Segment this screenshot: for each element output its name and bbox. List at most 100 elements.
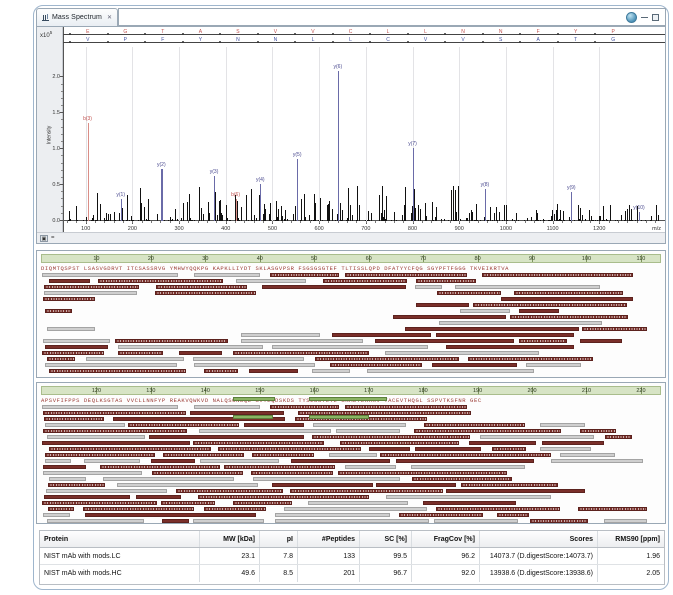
peptide-bar[interactable] bbox=[240, 333, 321, 337]
peptide-bar[interactable] bbox=[459, 309, 510, 313]
peptide-bar[interactable] bbox=[367, 369, 535, 373]
peptide-bar[interactable] bbox=[550, 459, 644, 463]
peptide-bar[interactable] bbox=[193, 441, 324, 445]
peptide-bar[interactable] bbox=[605, 435, 633, 439]
peptide-bar[interactable] bbox=[44, 345, 109, 349]
peptide-bar[interactable] bbox=[154, 291, 256, 295]
peptide-bar[interactable] bbox=[274, 513, 391, 517]
peptide-bar[interactable] bbox=[248, 369, 298, 373]
annotated-peak[interactable] bbox=[337, 70, 339, 221]
annotated-peak[interactable] bbox=[235, 199, 237, 221]
column-header-peptides[interactable]: #Peptides bbox=[298, 531, 360, 547]
peptide-bar[interactable] bbox=[514, 291, 624, 295]
peptide-bar[interactable] bbox=[525, 363, 582, 367]
annotated-peak[interactable] bbox=[161, 169, 163, 221]
column-header-scores[interactable]: Scores bbox=[480, 531, 598, 547]
peptide-bar[interactable] bbox=[414, 285, 443, 289]
peptide-bar[interactable] bbox=[194, 273, 261, 277]
peptide-bar[interactable] bbox=[43, 429, 188, 433]
column-header-rms90[interactable]: RMS90 [ppm] bbox=[615, 535, 660, 543]
peptide-bar[interactable] bbox=[312, 423, 406, 427]
peptide-bar[interactable] bbox=[482, 273, 634, 277]
peptide-bar[interactable] bbox=[308, 501, 409, 505]
peptide-bar[interactable] bbox=[42, 411, 186, 415]
peptide-bar[interactable] bbox=[454, 285, 601, 289]
peptide-bar[interactable] bbox=[322, 279, 408, 283]
peptide-bar[interactable] bbox=[43, 417, 105, 421]
peptide-bar[interactable] bbox=[330, 363, 422, 367]
peptide-bar[interactable] bbox=[446, 489, 586, 493]
peptide-bar[interactable] bbox=[194, 405, 261, 409]
peptide-bar[interactable] bbox=[42, 273, 178, 277]
column-header-sc[interactable]: SC [%] bbox=[360, 531, 412, 547]
peptide-bar[interactable] bbox=[43, 339, 110, 343]
peptide-bar[interactable] bbox=[581, 327, 647, 331]
peptide-bar[interactable] bbox=[44, 423, 125, 427]
modification-marker[interactable] bbox=[233, 415, 273, 419]
peptide-bar[interactable] bbox=[472, 303, 628, 307]
peptide-bar[interactable] bbox=[385, 495, 551, 499]
peptide-bar[interactable] bbox=[43, 297, 95, 301]
peptide-bar[interactable] bbox=[44, 285, 140, 289]
peptide-bar[interactable] bbox=[270, 273, 339, 277]
pin-icon[interactable] bbox=[626, 11, 637, 23]
sequence-coverage-panel-light-chain[interactable]: 10 20 30 40 50 60 70 80 90 100 110 DIQMTQSPST LSAS… bbox=[36, 250, 666, 378]
annotated-peak[interactable] bbox=[260, 183, 262, 221]
minimize-icon[interactable] bbox=[641, 14, 648, 21]
peptide-bar[interactable] bbox=[291, 459, 390, 463]
peptide-bar[interactable] bbox=[436, 291, 501, 295]
peptide-bar[interactable] bbox=[46, 519, 145, 523]
peptide-bar[interactable] bbox=[193, 519, 264, 523]
peptide-bar[interactable] bbox=[44, 495, 131, 499]
peptide-bar[interactable] bbox=[162, 519, 189, 523]
annotated-peak[interactable] bbox=[87, 123, 89, 221]
peptide-bar[interactable] bbox=[314, 357, 459, 361]
peptide-bar[interactable] bbox=[398, 513, 483, 517]
annotated-peak[interactable] bbox=[638, 212, 641, 221]
peptide-bar[interactable] bbox=[155, 285, 247, 289]
peptide-bar[interactable] bbox=[82, 507, 195, 511]
peptide-bar[interactable] bbox=[328, 453, 377, 457]
peptide-bar[interactable] bbox=[339, 441, 460, 445]
peptide-bar[interactable] bbox=[435, 507, 560, 511]
peptide-bar[interactable] bbox=[47, 483, 105, 487]
peptide-bar[interactable] bbox=[311, 435, 470, 439]
sequence-coverage-panel-heavy-chain[interactable]: 120 130 140 150 160 170 180 190 200 210 220 APSVFI… bbox=[36, 382, 666, 524]
peptide-bar[interactable] bbox=[203, 369, 238, 373]
peptide-bar[interactable] bbox=[46, 435, 146, 439]
peptide-bar[interactable] bbox=[539, 423, 586, 427]
annotated-peak[interactable] bbox=[571, 192, 573, 221]
peptide-bar[interactable] bbox=[261, 285, 407, 289]
peptide-bar[interactable] bbox=[415, 447, 481, 451]
peptide-bar[interactable] bbox=[43, 465, 86, 469]
peptide-bar[interactable] bbox=[42, 405, 178, 409]
peptide-bar[interactable] bbox=[519, 339, 568, 343]
peptide-bar[interactable] bbox=[423, 423, 525, 427]
peptide-bar[interactable] bbox=[414, 429, 562, 433]
peptide-bar[interactable] bbox=[275, 519, 430, 523]
peptide-bar[interactable] bbox=[577, 507, 647, 511]
peptide-bar[interactable] bbox=[392, 315, 506, 319]
peptide-bar[interactable] bbox=[100, 465, 221, 469]
peptide-bar[interactable] bbox=[114, 339, 228, 343]
peptide-bar[interactable] bbox=[136, 495, 182, 499]
peptide-bar[interactable] bbox=[86, 357, 184, 361]
peptide-bar[interactable] bbox=[161, 501, 216, 505]
peptide-bar[interactable] bbox=[41, 351, 104, 355]
peptide-bar[interactable] bbox=[45, 459, 71, 463]
peptide-bar[interactable] bbox=[192, 357, 304, 361]
peptide-bar[interactable] bbox=[439, 321, 602, 325]
peptide-bar[interactable] bbox=[297, 411, 471, 415]
peptide-bar[interactable] bbox=[336, 429, 401, 433]
peptide-bar[interactable] bbox=[118, 345, 263, 349]
peptide-bar[interactable] bbox=[102, 477, 234, 481]
peptide-bar[interactable] bbox=[415, 303, 470, 307]
peptide-bar[interactable] bbox=[344, 465, 397, 469]
peptide-bar[interactable] bbox=[579, 339, 622, 343]
peptide-bar[interactable] bbox=[218, 447, 361, 451]
tab-mass-spectrum[interactable]: Mass Spectrum ✕ bbox=[36, 8, 118, 26]
peptide-bar[interactable] bbox=[344, 273, 467, 277]
peptide-bar[interactable] bbox=[42, 501, 158, 505]
close-icon[interactable]: ✕ bbox=[106, 15, 112, 21]
peptide-bar[interactable] bbox=[98, 279, 223, 283]
